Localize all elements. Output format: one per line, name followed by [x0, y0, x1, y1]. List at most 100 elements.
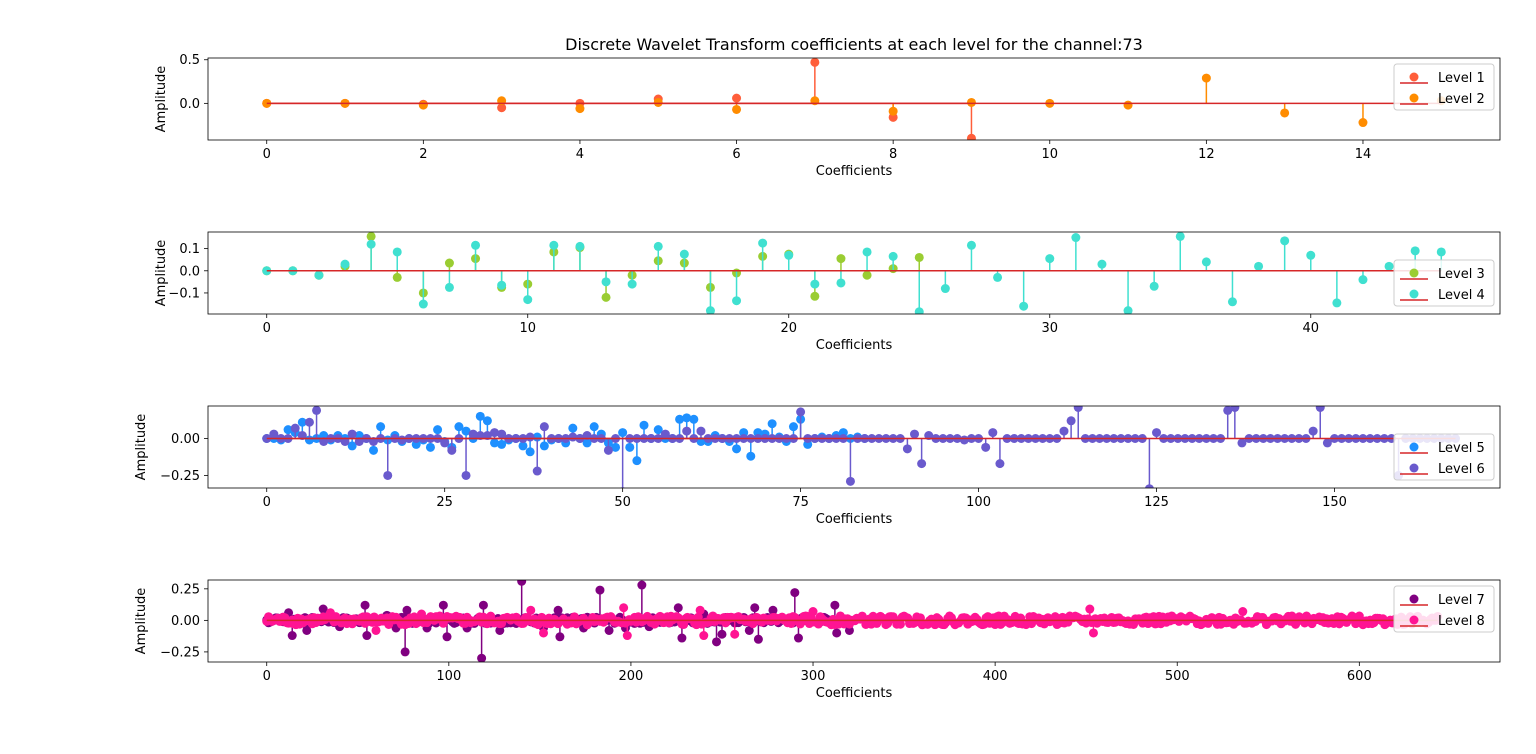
stem-marker	[553, 605, 563, 615]
x-tick-label: 75	[792, 495, 809, 510]
axes-frame	[207, 231, 1501, 315]
x-tick-label: 6	[732, 147, 740, 162]
stem-marker	[808, 607, 818, 617]
x-tick-label: 100	[436, 669, 461, 684]
stem-marker	[988, 428, 998, 438]
stem-marker	[392, 247, 402, 257]
x-tick-label: 40	[1302, 321, 1319, 336]
stem-marker	[589, 422, 599, 432]
stem-marker	[383, 470, 393, 480]
stem-marker	[1315, 406, 1325, 412]
legend-marker	[1409, 289, 1419, 299]
x-tick-label: 30	[1041, 321, 1058, 336]
stem-marker	[1436, 247, 1446, 257]
stem-marker	[1050, 612, 1060, 622]
axes-frame	[207, 579, 1501, 663]
stem-marker	[1019, 301, 1029, 311]
stem-marker	[366, 232, 376, 241]
stem-marker	[767, 419, 777, 429]
stem-marker	[832, 628, 842, 638]
y-axis-label: Amplitude	[154, 66, 169, 133]
stem-marker	[304, 435, 314, 445]
stem-marker	[418, 299, 428, 309]
stem-marker	[1097, 259, 1107, 269]
stem-marker	[793, 633, 803, 643]
stem-marker	[1410, 246, 1420, 256]
stem-marker	[1152, 428, 1162, 438]
stem-marker	[376, 422, 386, 432]
stem-marker	[810, 291, 820, 301]
stem-marker	[440, 438, 450, 448]
stem-marker	[788, 422, 798, 432]
stem-marker	[1358, 118, 1368, 128]
stem-marker	[675, 414, 685, 424]
series-level-3	[262, 232, 924, 302]
stem-marker	[758, 238, 768, 248]
stem-marker	[1306, 250, 1316, 260]
x-tick-label: 8	[889, 147, 897, 162]
stem-marker	[539, 422, 549, 432]
series-level-4	[262, 232, 1446, 314]
stem-marker	[601, 277, 611, 287]
stem-marker	[532, 466, 542, 476]
stem-marker	[995, 459, 1005, 469]
stem-marker	[730, 629, 740, 639]
stem-marker	[830, 600, 840, 610]
stem-marker	[340, 259, 350, 269]
y-tick-label: 0.00	[171, 432, 200, 447]
stem-marker	[1201, 257, 1211, 267]
stem-marker	[622, 631, 632, 641]
stem-marker	[525, 432, 535, 442]
stem-marker	[1237, 438, 1247, 448]
stem-marker	[682, 426, 692, 436]
stem-marker	[836, 254, 846, 264]
stem-marker	[400, 647, 410, 657]
stem-marker	[603, 445, 613, 455]
x-axis-label: Coefficients	[816, 686, 893, 701]
stem-marker	[297, 417, 307, 427]
stem-marker	[1238, 607, 1248, 617]
stem-marker	[1144, 484, 1154, 488]
stem-marker	[844, 625, 854, 635]
stem-marker	[895, 619, 905, 629]
legend-marker	[1409, 93, 1419, 103]
stem-marker	[705, 306, 715, 314]
stem-marker	[568, 423, 578, 433]
y-tick-label: 0.5	[179, 53, 200, 68]
stem-marker	[318, 604, 328, 614]
stem-marker	[582, 438, 592, 448]
stem-marker	[549, 240, 559, 250]
stem-marker	[575, 104, 585, 114]
x-tick-label: 300	[801, 669, 826, 684]
legend: Level 3 Level 4	[1393, 259, 1495, 307]
stem-marker	[732, 104, 742, 114]
axes-frame	[207, 57, 1501, 141]
x-tick-label: 12	[1198, 147, 1215, 162]
stem-marker	[619, 603, 629, 613]
x-tick-label: 0	[263, 669, 271, 684]
stem-marker	[966, 97, 976, 107]
stem-marker	[442, 632, 452, 642]
stem-marker	[682, 413, 692, 423]
stem-marker	[653, 425, 663, 435]
legend-label: Level 5	[1438, 441, 1485, 456]
stem-marker	[539, 628, 549, 638]
series-level-2	[262, 73, 1446, 128]
stem-marker	[461, 470, 471, 480]
plot-area	[262, 580, 1443, 662]
stem-marker	[632, 456, 642, 466]
stem-marker	[1175, 232, 1185, 241]
figure-title: Discrete Wavelet Transform coefficients …	[565, 35, 1143, 54]
stem-marker	[712, 637, 722, 647]
stem-marker	[673, 603, 683, 613]
subplot-2: 0 10 20 30 40 −0.1 0.0 0.1 Coefficients Amplitude…	[154, 231, 1501, 353]
stem-marker	[497, 439, 507, 449]
stem-marker	[495, 625, 505, 635]
stem-marker	[477, 653, 487, 662]
stem-marker	[1123, 100, 1133, 110]
stem-marker	[1088, 628, 1098, 638]
stem-marker	[269, 429, 279, 439]
stem-marker	[366, 239, 376, 249]
stem-marker	[290, 423, 300, 433]
